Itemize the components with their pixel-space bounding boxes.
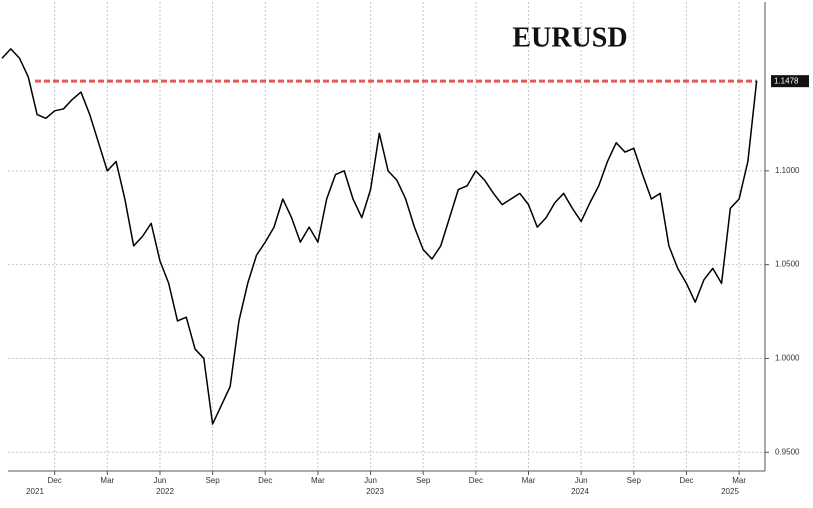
y-tick-label: 1.0500 <box>775 260 800 269</box>
x-tick-label: Jun <box>575 476 588 485</box>
x-tick-label: Sep <box>627 476 642 485</box>
x-tick-label: Dec <box>679 476 693 485</box>
x-tick-label: Mar <box>311 476 325 485</box>
x-tick-label: Mar <box>732 476 746 485</box>
y-tick-label: 1.0000 <box>775 354 800 363</box>
x-group-label: 2022 <box>156 487 174 496</box>
x-tick-label: Sep <box>205 476 220 485</box>
x-tick-label: Mar <box>100 476 114 485</box>
x-group-label: 2023 <box>366 487 384 496</box>
x-tick-label: Dec <box>48 476 62 485</box>
x-group-label: 2024 <box>571 487 589 496</box>
y-tick-label: 1.1000 <box>775 166 800 175</box>
y-tick-label: 0.9500 <box>775 447 800 456</box>
x-tick-label: Dec <box>258 476 272 485</box>
x-tick-label: Jun <box>364 476 377 485</box>
x-tick-label: Sep <box>416 476 431 485</box>
x-tick-label: Dec <box>469 476 483 485</box>
price-line <box>1 48 758 425</box>
x-tick-label: Jun <box>153 476 166 485</box>
x-group-label: 2021 <box>26 487 44 496</box>
reference-label: 1.1478 <box>774 76 799 85</box>
x-group-label: 2025 <box>721 487 739 496</box>
x-tick-label: Mar <box>522 476 536 485</box>
chart-title: EURUSD <box>512 22 627 53</box>
reference-label-box <box>771 75 809 88</box>
